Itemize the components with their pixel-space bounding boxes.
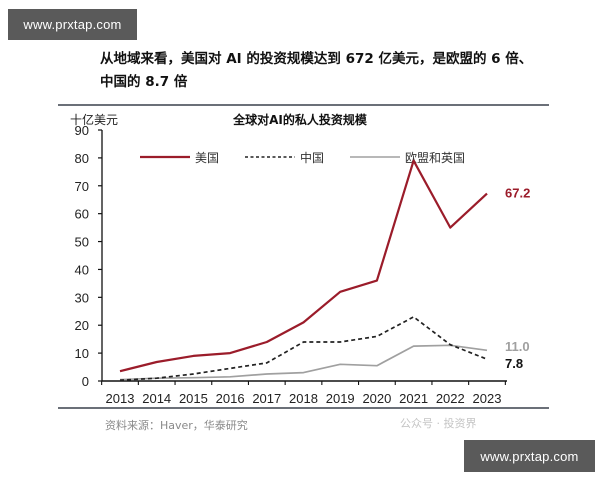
- x-tick-label: 2023: [473, 391, 502, 406]
- y-axis-label: 十亿美元: [70, 112, 118, 127]
- series-line: [119, 316, 488, 382]
- x-tick-label: 2020: [362, 391, 391, 406]
- watermark-bottom: www.prxtap.com: [464, 440, 595, 472]
- source-note: 资料来源：Haver，华泰研究: [105, 419, 248, 432]
- end-value-label: 67.2: [505, 186, 530, 201]
- series-line: [119, 344, 488, 381]
- y-tick-label: 20: [75, 318, 89, 333]
- faint-watermark: 公众号 · 投资界: [400, 417, 477, 430]
- headline: 从地域来看，美国对 AI 的投资规模达到 672 亿美元，是欧盟的 6 倍、中国…: [100, 51, 533, 90]
- legend: 美国 中国 欧盟和英国: [140, 150, 465, 165]
- chart-title: 全球对AI的私人投资规模: [232, 112, 368, 127]
- y-tick-label: 40: [75, 262, 89, 277]
- divider-bottom: [58, 407, 549, 409]
- x-tick-label: 2021: [399, 391, 428, 406]
- y-tick-label: 50: [75, 235, 89, 250]
- y-tick-label: 60: [75, 207, 89, 222]
- x-tick-label: 2013: [106, 391, 135, 406]
- y-tick-label: 70: [75, 179, 89, 194]
- legend-label: 中国: [300, 150, 324, 165]
- divider-top: [58, 104, 549, 106]
- y-tick-label: 30: [75, 290, 89, 305]
- x-tick-label: 2019: [326, 391, 355, 406]
- legend-label: 美国: [195, 151, 219, 165]
- x-tick-label: 2016: [216, 391, 245, 406]
- series-lines: [119, 159, 488, 382]
- x-tick-label: 2018: [289, 391, 318, 406]
- x-axis: 2013 2014 2015 2016 2017 2018 2019 2020 2021 2022…: [101, 380, 507, 406]
- end-value-label: 11.0: [505, 339, 530, 354]
- legend-label: 欧盟和英国: [405, 151, 465, 165]
- end-labels: 67.2 7.8 11.0: [505, 186, 530, 371]
- y-tick-label: 90: [75, 123, 89, 138]
- x-tick-label: 2017: [252, 391, 281, 406]
- y-tick-label: 0: [82, 374, 89, 389]
- end-value-label: 7.8: [505, 356, 523, 371]
- y-axis: 0 10 20 30 40 50 60 70 80 90: [75, 123, 103, 389]
- y-tick-label: 80: [75, 151, 89, 166]
- watermark-top: www.prxtap.com: [8, 9, 137, 40]
- y-tick-label: 10: [75, 346, 89, 361]
- x-tick-label: 2014: [142, 391, 171, 406]
- x-tick-label: 2015: [179, 391, 208, 406]
- x-tick-label: 2022: [436, 391, 465, 406]
- series-line: [119, 159, 488, 373]
